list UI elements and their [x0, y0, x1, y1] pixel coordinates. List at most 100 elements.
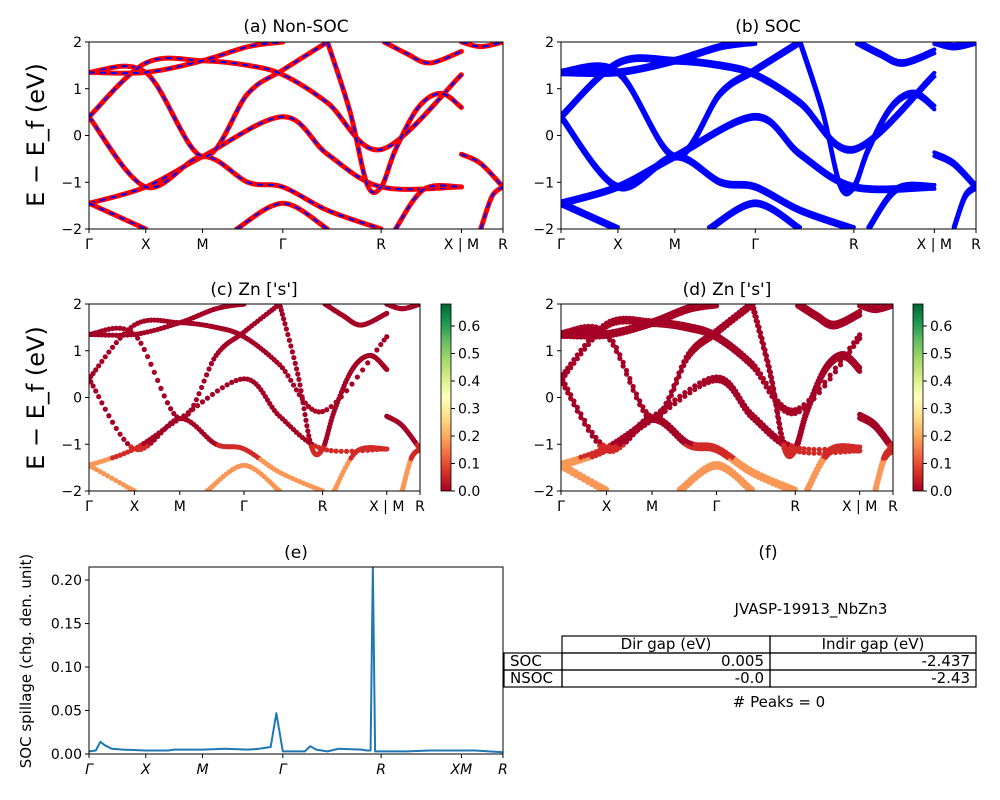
projected-band-point [148, 361, 154, 367]
plot-area [561, 42, 976, 229]
projected-band-point [288, 343, 294, 349]
panel-e-plot: 0.000.050.100.150.20Γ X M Γ R XM R [51, 566, 508, 778]
projected-band-point [568, 361, 574, 367]
projected-band-point [585, 479, 591, 485]
band-line-soc [932, 42, 976, 51]
x-tick-label: X | M [369, 499, 404, 515]
projected-band-point [610, 338, 616, 345]
projected-band-point [597, 326, 603, 332]
panel-c: (c) Zn ['s'] E − E_f (eV) 210−1−2Γ X M Γ R X … [22, 280, 480, 515]
projected-band-point [121, 436, 127, 442]
projected-band-point [209, 391, 216, 398]
projected-band-point [777, 426, 784, 432]
projected-band-point [208, 361, 215, 367]
band-line-soc [708, 203, 801, 229]
projected-band-point [613, 348, 620, 354]
x-tick-label: R [498, 237, 508, 253]
projected-band-point [851, 340, 857, 346]
projected-band-point [354, 374, 360, 380]
projected-band-point [158, 430, 164, 436]
x-tick-label: Γ [85, 237, 93, 253]
x-tick-label: Γ [557, 237, 565, 253]
projected-band-point [360, 367, 366, 373]
projected-band-point [771, 386, 777, 392]
projected-band-point [760, 375, 766, 382]
projected-band-point [319, 408, 326, 415]
projected-band-point [637, 398, 643, 404]
x-tick-label: M [196, 237, 208, 253]
projected-band-point [778, 431, 784, 437]
projected-band-point [301, 406, 307, 412]
projected-band-point [585, 334, 591, 340]
projected-band-point [562, 369, 568, 375]
projected-band-point [124, 440, 131, 447]
projected-band-point [105, 473, 111, 479]
projected-band-point [93, 367, 99, 373]
projected-band-point [378, 341, 384, 348]
projected-band-point [673, 376, 680, 382]
band-line-nonsoc [381, 42, 464, 66]
projected-band-point [578, 330, 584, 336]
projected-band-point [640, 404, 646, 410]
projected-band-point [417, 446, 420, 452]
projected-band-point [589, 334, 595, 340]
projected-band-point [99, 358, 105, 365]
projected-band-point [627, 432, 633, 438]
projected-band-point [290, 382, 297, 388]
projected-band-point [857, 364, 863, 371]
projected-band-point [302, 411, 308, 418]
projected-band-point [582, 421, 588, 427]
projected-band-point [109, 475, 115, 481]
y-tick-label: 0.20 [51, 573, 82, 589]
projected-band-point [851, 343, 857, 350]
projected-band-point [349, 381, 355, 387]
panel-a: (a) Non-SOC E − E_f (eV) 210−1−2Γ X M Γ R X |… [22, 17, 508, 253]
x-tick-label: Γ [240, 499, 248, 515]
projected-band-point [806, 446, 812, 452]
projected-band-point [593, 334, 599, 340]
panel-a-title: (a) Non-SOC [243, 17, 348, 37]
projected-band-point [633, 395, 640, 401]
projected-band-point [188, 407, 194, 413]
band-line-nonsoc [458, 151, 503, 190]
x-tick-label: Γ [713, 499, 721, 515]
colorbar-tick-label: 0.0 [458, 484, 480, 500]
projected-band-point [151, 437, 157, 443]
y-tick-label: 0 [545, 129, 554, 145]
colorbar-tick-label: 0.4 [930, 374, 952, 390]
projected-band-point [816, 446, 822, 453]
table-col-indir-gap: Indir gap (eV) [822, 635, 925, 653]
projected-band-point [585, 338, 591, 344]
projected-band-point [585, 330, 591, 336]
projected-band-point [203, 372, 210, 378]
projected-band-point [384, 334, 390, 340]
projected-band-point [767, 369, 774, 375]
projected-band-point [701, 377, 707, 384]
projected-band-point [106, 332, 112, 338]
colorbar-tick-label: 0.3 [930, 402, 952, 418]
projected-band-point [573, 472, 579, 479]
projected-band-point [565, 365, 571, 371]
projected-band-point [164, 400, 171, 406]
colorbar-tick-label: 0.2 [930, 429, 952, 445]
projected-band-point [776, 421, 783, 427]
colorbar-tick-label: 0.1 [458, 457, 480, 473]
projected-band-point [757, 371, 764, 377]
projected-band-point [573, 469, 579, 475]
colorbar-tick-label: 0.1 [930, 457, 952, 473]
band-line-soc [932, 150, 976, 188]
colorbar-gradient [440, 303, 452, 492]
projected-band-point [279, 365, 286, 371]
projected-band-point [678, 364, 684, 370]
projected-band-point [574, 352, 580, 358]
projected-band-point [667, 404, 673, 411]
projected-band-point [801, 449, 807, 456]
projected-band-point [589, 429, 595, 435]
projected-band-point [319, 488, 326, 491]
projected-band-point [603, 486, 610, 491]
projected-band-point [755, 367, 761, 373]
projected-band-point [571, 398, 577, 404]
